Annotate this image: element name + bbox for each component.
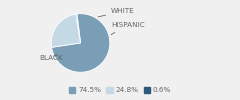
Legend: 74.5%, 24.8%, 0.6%: 74.5%, 24.8%, 0.6% [66, 84, 174, 96]
Text: HISPANIC: HISPANIC [111, 22, 145, 35]
Wedge shape [52, 14, 110, 72]
Text: BLACK: BLACK [40, 54, 63, 61]
Text: WHITE: WHITE [98, 8, 135, 17]
Wedge shape [76, 14, 81, 43]
Wedge shape [51, 14, 81, 47]
